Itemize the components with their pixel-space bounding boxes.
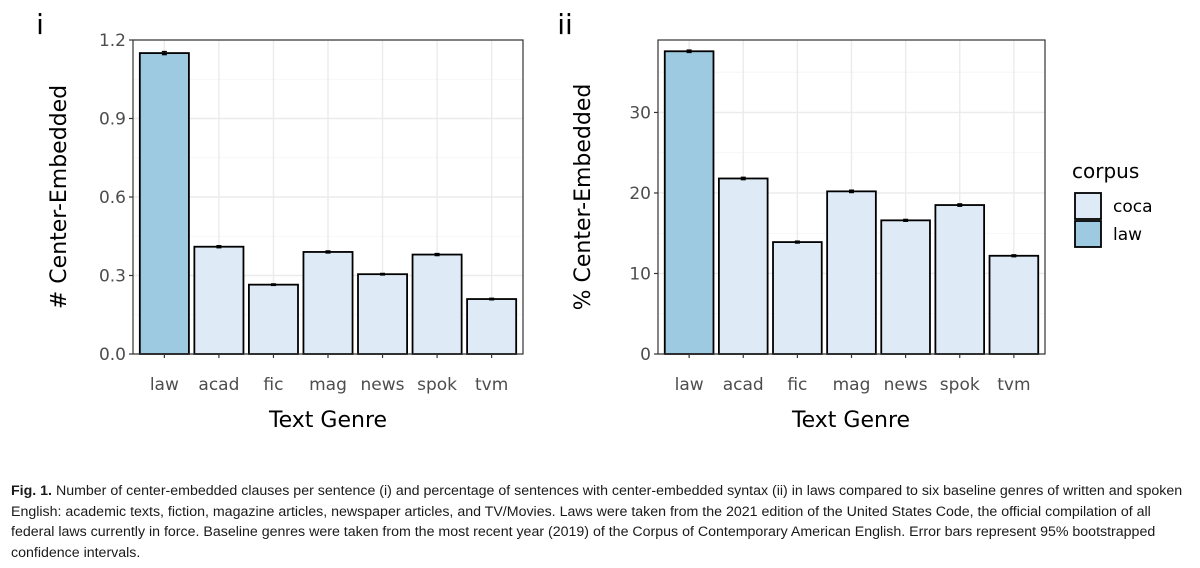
error-bar-news: [903, 218, 909, 222]
x-axis-title: Text Genre: [268, 408, 387, 433]
error-bar-tvm: [489, 297, 495, 301]
y-tick-label: 20: [629, 184, 651, 204]
y-tick-label: 1.2: [99, 31, 126, 51]
bar-news: [880, 219, 931, 355]
x-tick-label-acad: acad: [198, 375, 239, 395]
bar-acad: [193, 245, 245, 355]
panel-label: i: [36, 8, 44, 41]
y-tick-label: 0.9: [99, 110, 126, 130]
bar-news: [357, 273, 408, 355]
x-tick-label-acad: acad: [723, 375, 764, 395]
error-bar-spok: [434, 252, 440, 257]
x-tick-label-tvm: tvm: [475, 375, 508, 395]
y-tick-label: 0.3: [99, 267, 126, 287]
x-tick-label-mag: mag: [309, 375, 347, 395]
y-tick-label: 0: [640, 345, 651, 365]
caption-label: Fig. 1.: [11, 483, 52, 499]
x-tick-label-fic: fic: [787, 375, 807, 395]
bar-fic: [772, 241, 823, 355]
y-tick-label: 30: [629, 103, 651, 123]
bar-tvm: [988, 254, 1040, 355]
panel-i: 0.0 0.3 0.6 0.9 1.2 law acad fic mag news spok tvm T…: [36, 8, 524, 433]
x-tick-label-mag: mag: [833, 375, 871, 395]
caption-text: Number of center-embedded clauses per se…: [11, 483, 1183, 561]
error-bar-tvm: [1011, 254, 1017, 258]
error-bar-fic: [270, 283, 276, 287]
error-bar-acad: [740, 176, 746, 181]
y-axis-title: # Center-Embedded: [47, 85, 72, 309]
legend-label-law: law: [1113, 225, 1142, 245]
x-tick-label-law: law: [675, 375, 704, 395]
bar-mag: [302, 251, 354, 355]
bar-tvm: [466, 298, 518, 355]
x-tick-label-spok: spok: [940, 375, 980, 395]
panel-label: ii: [557, 8, 573, 41]
error-bar-news: [380, 272, 386, 276]
x-tick-label-news: news: [361, 375, 405, 395]
y-tick-label: 10: [629, 264, 651, 284]
error-bar-law: [686, 49, 692, 54]
error-bar-fic: [794, 240, 800, 244]
x-tick-label-news: news: [884, 375, 928, 395]
error-bar-mag: [849, 189, 854, 194]
error-bar-acad: [216, 245, 222, 249]
bar-mag: [826, 190, 877, 355]
x-tick-label-law: law: [150, 375, 179, 395]
legend-swatch-law: [1074, 220, 1102, 248]
y-tick-label: 0.6: [99, 188, 126, 208]
x-tick-label-tvm: tvm: [997, 375, 1030, 395]
x-tick-label-fic: fic: [263, 375, 283, 395]
panel-ii: 0 10 20 30 law acad fic mag news spok tvm Text Genr…: [557, 8, 1046, 433]
error-bar-spok: [957, 203, 963, 207]
figure-caption: Fig. 1. Number of center-embedded clause…: [11, 481, 1189, 563]
x-axis-title: Text Genre: [791, 408, 910, 433]
legend: corpus coca law: [1072, 159, 1153, 248]
legend-swatch-coca: [1074, 192, 1102, 220]
bar-law: [663, 50, 715, 355]
bar-fic: [248, 283, 299, 355]
bar-acad: [717, 177, 769, 355]
bar-spok: [934, 204, 986, 355]
y-axis-title: % Center-Embedded: [571, 84, 596, 311]
bar-spok: [411, 253, 463, 355]
bar-law: [138, 52, 190, 355]
x-tick-label-spok: spok: [417, 375, 457, 395]
error-bar-law: [161, 50, 167, 56]
legend-title: corpus: [1072, 159, 1139, 183]
legend-label-coca: coca: [1113, 197, 1153, 217]
y-tick-label: 0.0: [99, 345, 126, 365]
error-bar-mag: [325, 250, 331, 254]
